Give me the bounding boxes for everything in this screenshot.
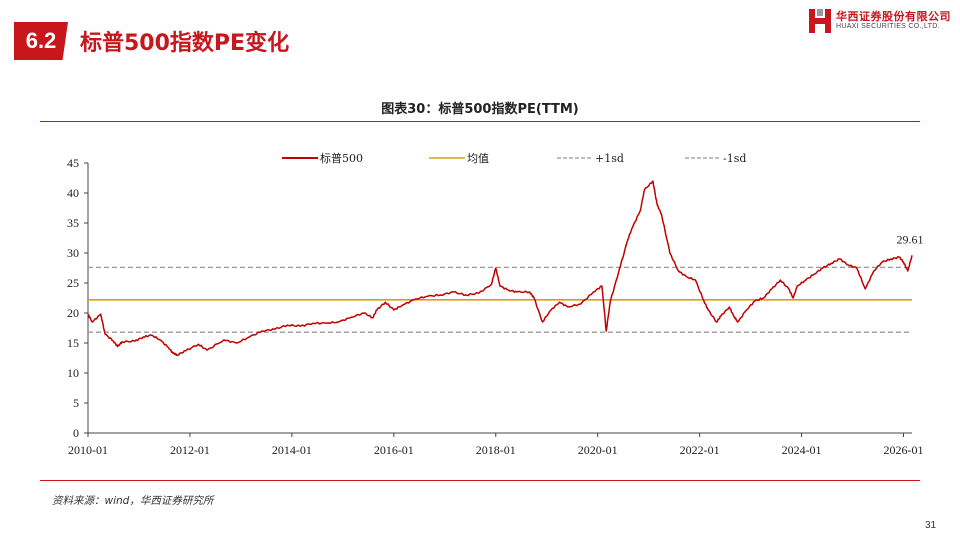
company-logo: 华西证券股份有限公司 HUAXI SECURITIES CO.,LTD. (808, 6, 951, 36)
legend-label-3: -1sd (723, 152, 746, 165)
y-tick-label: 5 (73, 396, 79, 410)
page-number: 31 (925, 520, 937, 531)
pe-series-line (87, 180, 913, 357)
x-tick-label: 2022-01 (680, 443, 720, 457)
x-tick-label: 2010-01 (68, 443, 108, 457)
x-tick-label: 2014-01 (272, 443, 312, 457)
last-value-label: 29.61 (897, 232, 924, 246)
x-tick-label: 2018-01 (476, 443, 516, 457)
logo-company-name-cn: 华西证券股份有限公司 (836, 10, 951, 23)
reference-lines (88, 266, 912, 333)
chart-title: 图表30：标普500指数PE(TTM) (381, 102, 579, 117)
annotations: 29.61 (897, 232, 924, 246)
bottom-divider (40, 480, 920, 481)
y-tick-label: 0 (73, 426, 79, 440)
logo-company-name-en: HUAXI SECURITIES CO.,LTD. (836, 23, 940, 30)
y-tick-label: 20 (67, 306, 79, 320)
pe-line-chart: 0 5 10 15 20 25 30 35 40 45 2010-01 2012-01 2014-01… (67, 151, 924, 457)
series-layer (87, 180, 913, 357)
y-axis: 0 5 10 15 20 25 30 35 40 45 (67, 156, 89, 440)
page-title: 标普500指数PE变化 (80, 31, 290, 56)
y-tick-label: 25 (67, 276, 79, 290)
huaxi-logo-icon (809, 9, 831, 33)
x-tick-label: 2024-01 (782, 443, 822, 457)
x-tick-label: 2016-01 (374, 443, 414, 457)
section-number-badge: 6.2 (14, 22, 68, 60)
x-tick-label: 2012-01 (170, 443, 210, 457)
x-axis: 2010-01 2012-01 2014-01 2016-01 2018-01 2020-… (68, 432, 924, 457)
y-tick-label: 10 (67, 366, 79, 380)
legend-label-1: 均值 (467, 152, 489, 165)
legend-label-2: +1sd (595, 152, 624, 165)
source-note: 资料来源：wind，华西证券研究所 (52, 495, 214, 507)
legend-label-0: 标普500 (320, 151, 363, 165)
y-tick-label: 30 (67, 246, 79, 260)
y-tick-label: 45 (67, 156, 79, 170)
top-divider (40, 121, 920, 122)
y-tick-label: 35 (67, 216, 79, 230)
legend: 标普500 均值 +1sd -1sd (282, 151, 746, 165)
x-tick-label: 2020-01 (578, 443, 618, 457)
y-tick-label: 15 (67, 336, 79, 350)
x-tick-label: 2026-01 (884, 443, 924, 457)
y-tick-label: 40 (67, 186, 79, 200)
